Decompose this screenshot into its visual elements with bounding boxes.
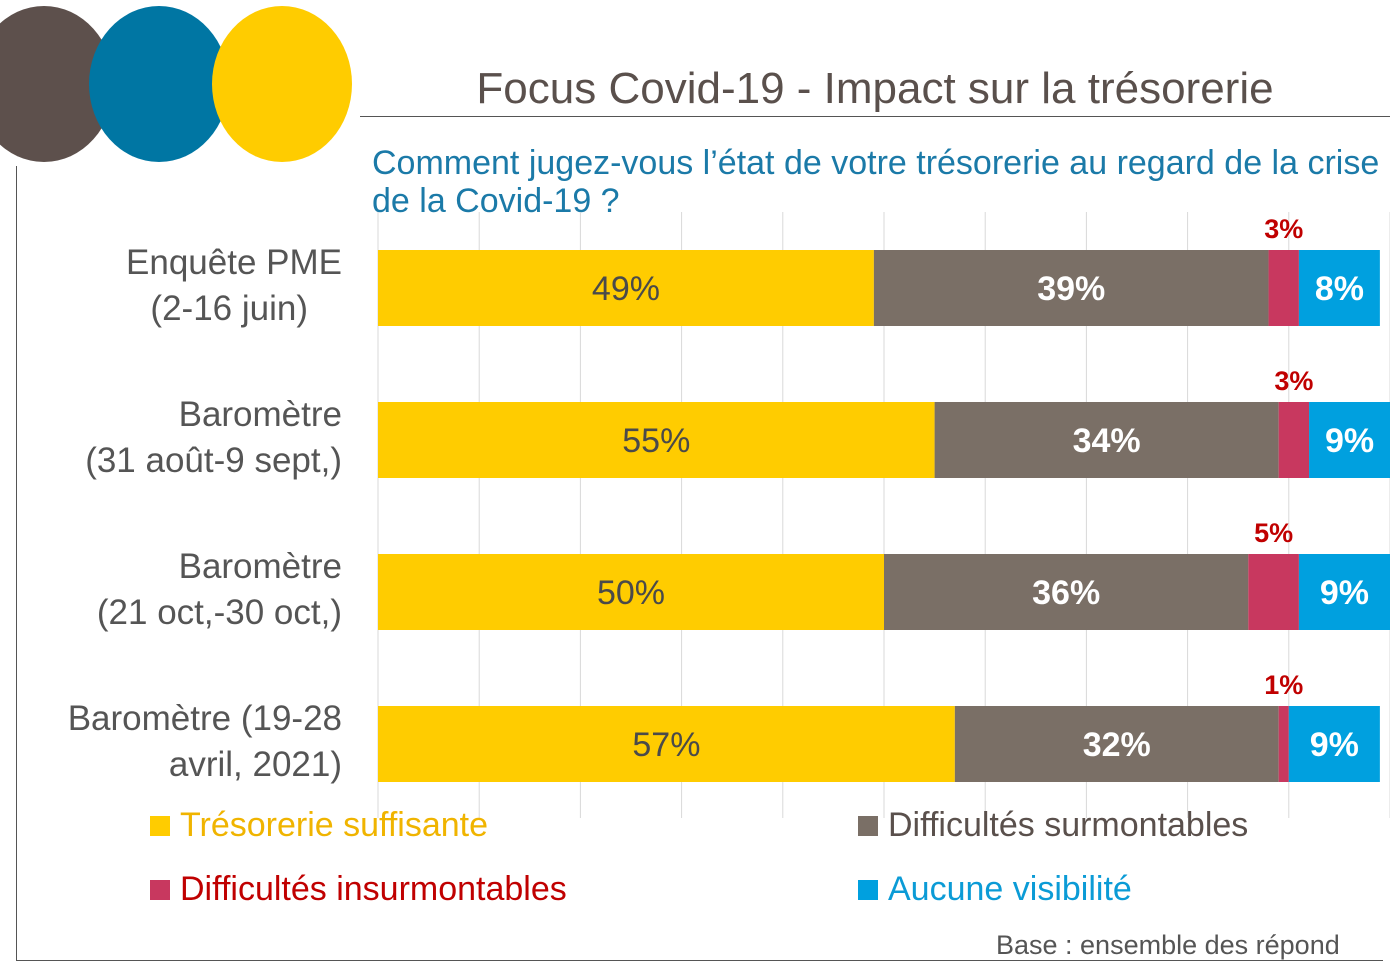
bar-value-label: 57% (632, 726, 700, 764)
category-label-line: Baromètre (179, 395, 342, 434)
logo-circle-blue (89, 6, 229, 162)
legend-item-tresorerie-suffisante: Trésorerie suffisante (150, 806, 488, 845)
category-label: Baromètre (31 août-9 sept,) (85, 395, 342, 480)
chart-question: Comment jugez-vous l’état de votre tréso… (372, 144, 1380, 220)
bar-value-label: 9% (1325, 422, 1374, 460)
category-label-line: Baromètre (179, 547, 342, 586)
category-label-line: Enquête PME (126, 243, 342, 282)
category-label-line: (2-16 juin) (150, 289, 308, 328)
bar-segment (378, 402, 935, 478)
legend-label: Trésorerie suffisante (180, 806, 489, 844)
bar-segment (1298, 250, 1380, 326)
bar-value-label: 36% (1032, 574, 1100, 612)
page-title: Focus Covid-19 - Impact sur la trésoreri… (360, 62, 1390, 117)
legend-label: Difficultés insurmontables (180, 870, 567, 908)
bar-value-label: 32% (1083, 726, 1151, 764)
legend-label: Aucune visibilité (888, 870, 1132, 908)
bar-value-label: 9% (1320, 574, 1369, 612)
legend-swatch (858, 879, 878, 900)
bar-segment (1298, 554, 1390, 630)
bar-value-label: 39% (1037, 270, 1105, 308)
bar-value-label: 5% (1254, 518, 1293, 548)
bar-value-label: 34% (1073, 422, 1141, 460)
legend-item-difficultes-insurmontables: Difficultés insurmontables (150, 870, 567, 909)
category-label-line: Baromètre (19-28 (68, 699, 342, 738)
bar-segment (1278, 706, 1289, 782)
legend-swatch (858, 815, 878, 836)
bar-segment (1288, 706, 1380, 782)
bar-segment (378, 706, 955, 782)
legend-label: Difficultés surmontables (888, 806, 1249, 844)
bar-value-label: 1% (1264, 670, 1303, 700)
bar-value-label: 8% (1315, 270, 1364, 308)
category-label: Baromètre (21 oct,-30 oct,) (97, 547, 342, 632)
category-label: Enquête PME (2-16 juin) (126, 243, 342, 328)
bar-value-label: 9% (1310, 726, 1359, 764)
bar-segment (1248, 554, 1299, 630)
bar-value-label: 50% (597, 574, 665, 612)
bar-segment (873, 250, 1269, 326)
legend-item-aucune-visibilite: Aucune visibilité (858, 870, 1132, 909)
bar-value-label: 49% (592, 270, 660, 308)
bar-segment (1309, 402, 1390, 478)
legend-swatch (150, 879, 170, 900)
bar-segment (378, 250, 874, 326)
legend-swatch (150, 815, 170, 836)
bar-segment (1268, 250, 1299, 326)
base-note: Base : ensemble des répond (996, 930, 1340, 960)
bar-segment (378, 554, 884, 630)
legend-item-difficultes-surmontables: Difficultés surmontables (858, 806, 1248, 845)
bar-segment (954, 706, 1279, 782)
category-label: Baromètre (19-28 avril, 2021) (68, 699, 342, 784)
logo-circle-yellow (212, 6, 352, 162)
bar-segment (934, 402, 1279, 478)
category-label-line: avril, 2021) (169, 745, 342, 784)
bar-value-label: 3% (1274, 366, 1313, 396)
category-label-line: (31 août-9 sept,) (85, 441, 342, 480)
bar-segment (884, 554, 1249, 630)
category-label-line: (21 oct,-30 oct,) (97, 593, 342, 632)
bar-value-label: 3% (1264, 214, 1303, 244)
bar-segment (1278, 402, 1310, 478)
slide-frame (16, 166, 1383, 961)
bar-value-label: 55% (622, 422, 690, 460)
